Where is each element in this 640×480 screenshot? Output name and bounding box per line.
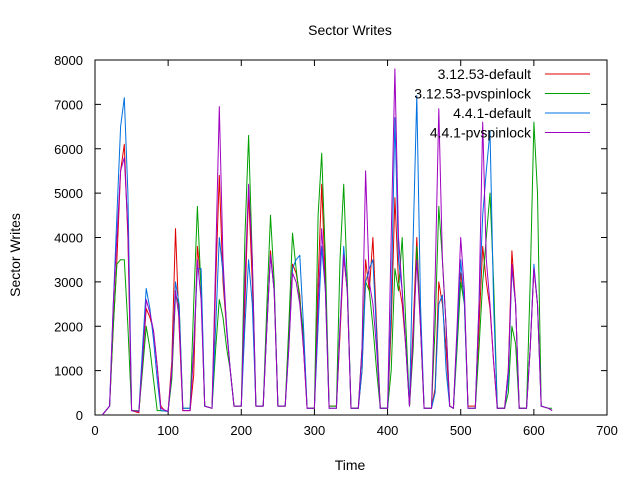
x-tick-label: 600 [523, 423, 545, 438]
y-tick-label: 0 [76, 408, 83, 423]
x-tick-label: 200 [230, 423, 252, 438]
y-tick-label: 2000 [54, 319, 83, 334]
x-tick-label: 0 [91, 423, 98, 438]
legend: 3.12.53-default 3.12.53-pvspinlock 4.4.1-d… [414, 66, 590, 141]
x-tick-label: 400 [377, 423, 399, 438]
y-tick-label: 3000 [54, 275, 83, 290]
y-tick-label: 7000 [54, 97, 83, 112]
legend-label: 4.4.1-pvspinlock [430, 125, 532, 141]
x-axis-title: Time [335, 457, 366, 473]
y-tick-label: 6000 [54, 142, 83, 157]
legend-label: 4.4.1-default [453, 105, 531, 121]
series-line-4-4-1-pvspinlock [101, 68, 553, 416]
x-tick-label: 500 [450, 423, 472, 438]
y-tick-label: 8000 [54, 53, 83, 68]
x-tick-label: 100 [157, 423, 179, 438]
y-tick-label: 4000 [54, 231, 83, 246]
legend-label: 3.12.53-pvspinlock [414, 86, 532, 102]
x-tick-label: 700 [596, 423, 618, 438]
series-lines [101, 68, 553, 416]
legend-label: 3.12.53-default [438, 66, 532, 82]
y-tick-label: 5000 [54, 186, 83, 201]
y-axis-title: Sector Writes [7, 213, 23, 297]
axis-ticks: 0 100 200 300 400 500 600 700010002000300040005… [54, 53, 618, 438]
y-tick-label: 1000 [54, 364, 83, 379]
x-tick-label: 300 [304, 423, 326, 438]
chart-title: Sector Writes [308, 22, 392, 38]
